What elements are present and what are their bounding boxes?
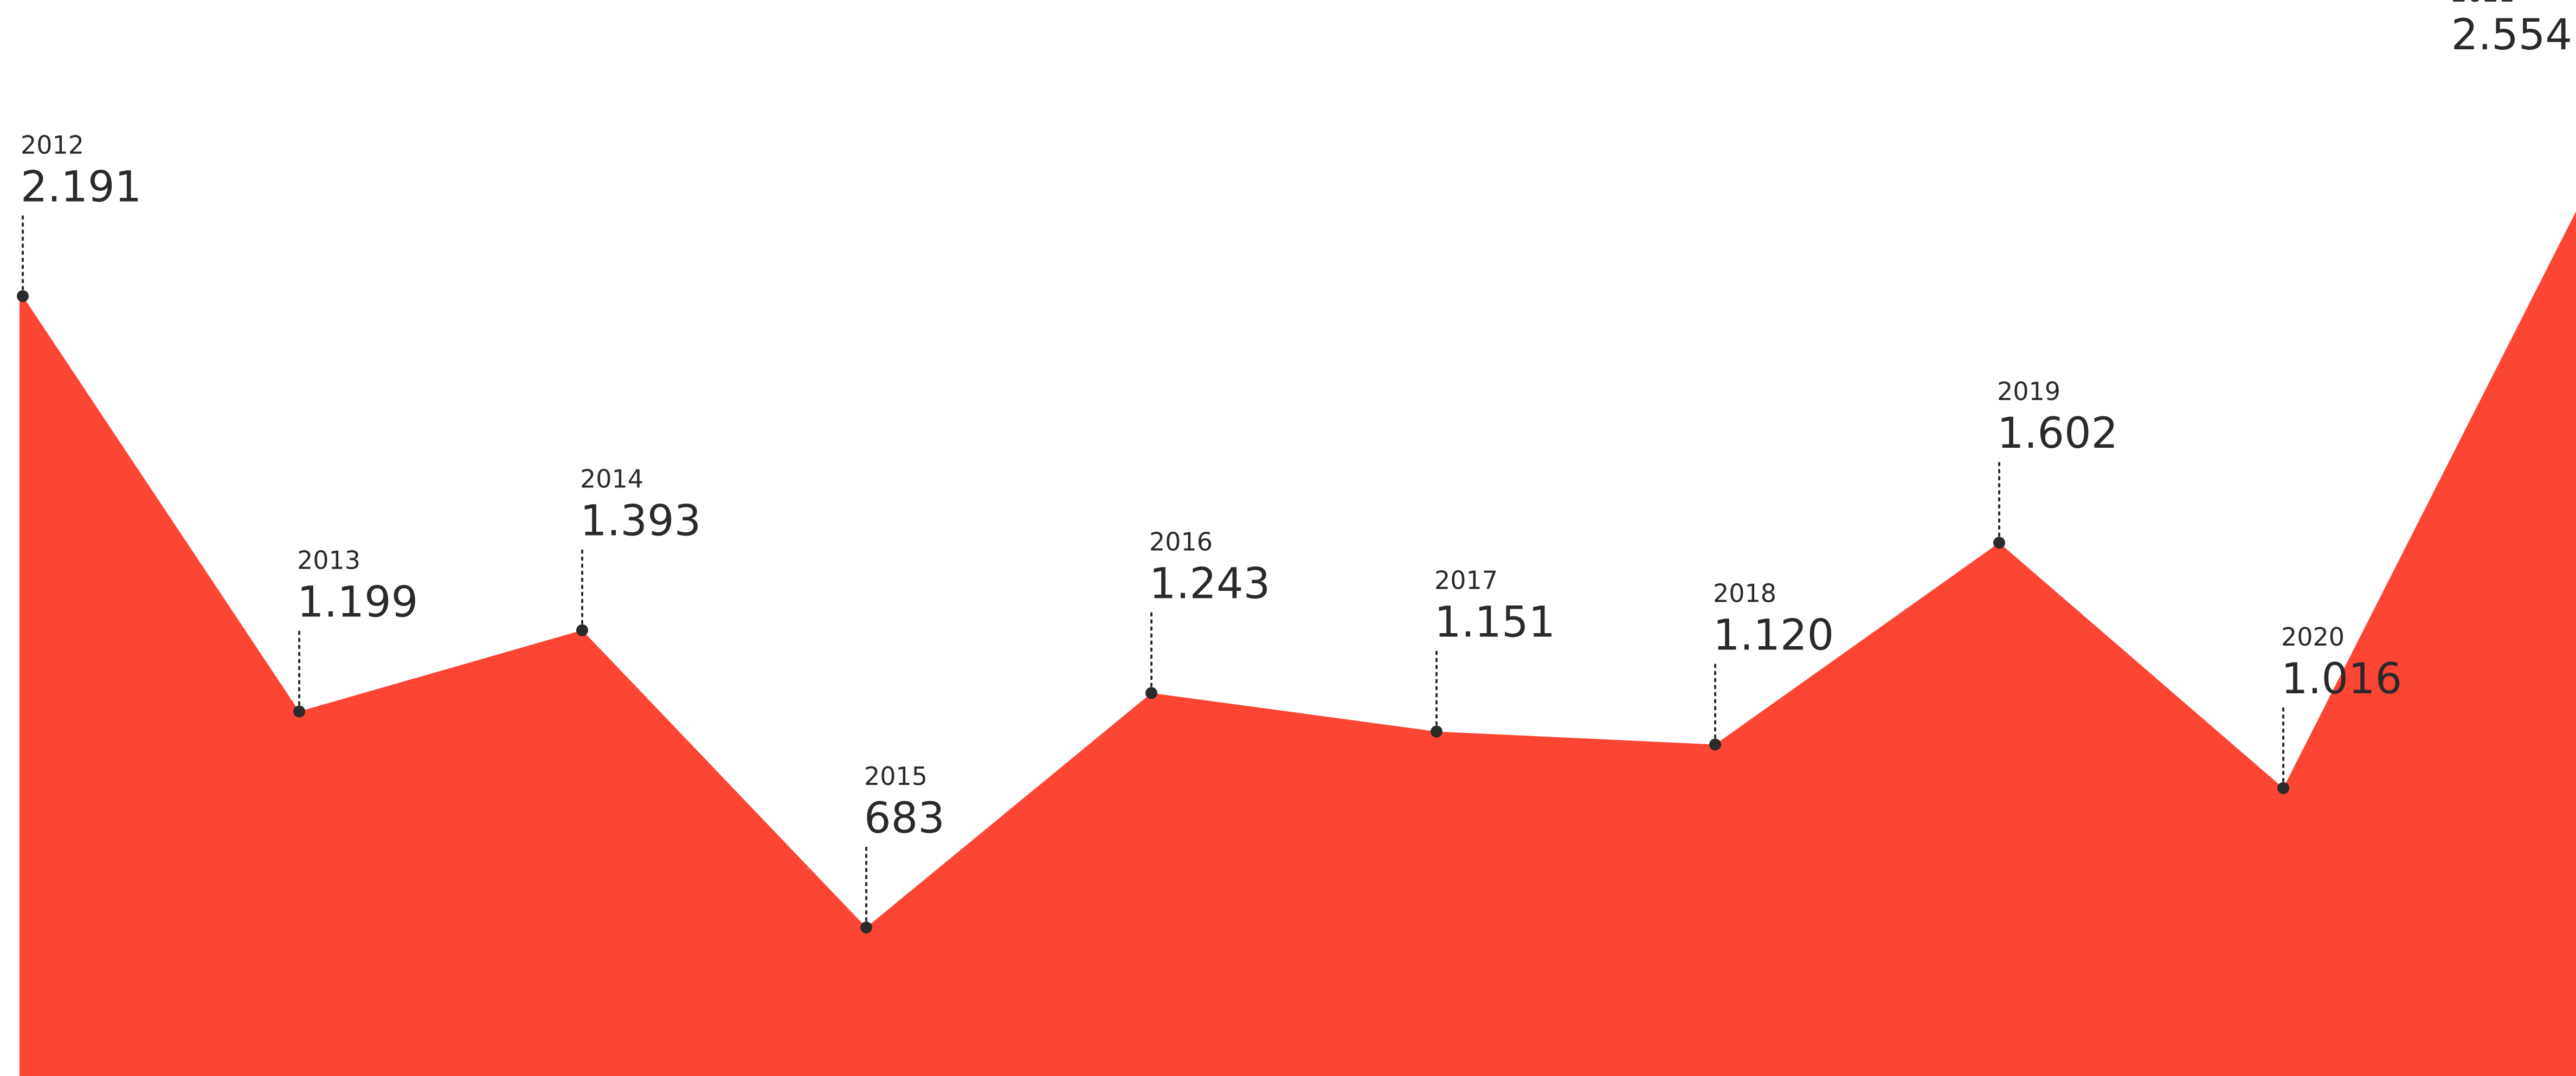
value-label-2012: 2.191 [21,163,141,211]
value-label-2020: 1.016 [2281,655,2402,704]
year-label-2013: 2013 [297,545,360,575]
data-point-2019 [1993,537,2005,549]
value-label-2014: 1.393 [580,497,701,546]
data-point-2014 [576,624,588,636]
data-point-group-2015: 2015 683 [860,762,945,933]
year-label-2019: 2019 [1997,377,2060,406]
value-label-2021: 2.554 [2451,11,2572,60]
data-point-2020 [2277,782,2289,794]
data-point-2015 [860,922,872,933]
year-label-2012: 2012 [21,130,84,159]
data-point-group-2021: 2021 2.554 [2451,0,2572,60]
value-label-2016: 1.243 [1149,560,1270,609]
data-point-2017 [1431,725,1442,738]
year-label-2014: 2014 [580,465,643,494]
data-point-2012 [17,290,29,302]
value-label-2015: 683 [864,794,945,843]
year-label-2015: 2015 [864,762,928,791]
data-point-group-2012: 2012 2.191 [17,130,141,302]
year-label-2021: 2021 [2451,0,2515,8]
data-point-2013 [293,705,305,718]
year-label-2020: 2020 [2281,622,2345,652]
data-point-group-2014: 2014 1.393 [576,465,701,636]
year-label-2018: 2018 [1713,578,1776,608]
area-series [20,211,2576,1076]
value-label-2019: 1.602 [1997,409,2118,458]
year-label-2017: 2017 [1434,566,1498,595]
value-label-2013: 1.199 [297,578,418,627]
value-label-2017: 1.151 [1434,598,1555,647]
year-label-2016: 2016 [1149,527,1213,557]
data-point-2018 [1709,738,1721,751]
data-point-group-2017: 2017 1.151 [1431,566,1555,738]
data-marks: 20122.19120131.19920141.393201568320161.… [17,0,2572,933]
data-point-2016 [1145,687,1157,699]
value-label-2018: 1.120 [1713,611,1834,660]
data-point-group-2019: 2019 1.602 [1993,377,2118,549]
